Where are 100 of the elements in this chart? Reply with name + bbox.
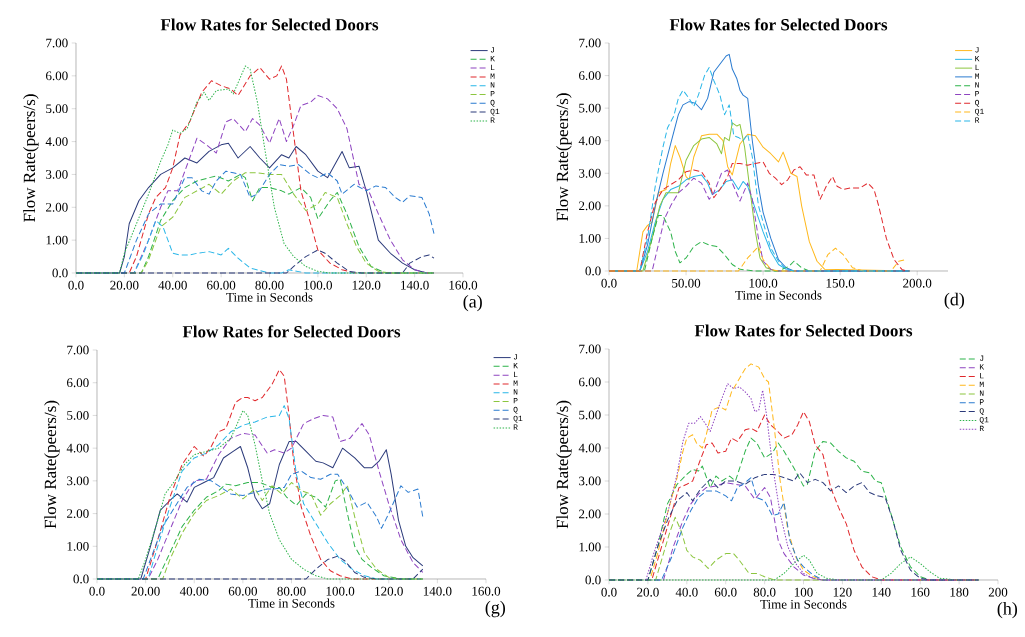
y-tick-label: 2.00 [46, 202, 68, 212]
x-tick-label: 120.0 [352, 280, 381, 290]
x-tick-label: 40.00 [158, 280, 187, 290]
legend-label: Q1 [979, 416, 989, 424]
y-tick-label: 0.0 [585, 266, 601, 276]
chart-title: Flow Rates for Selected Doors [160, 18, 379, 31]
x-tick-label: 150.0 [826, 278, 855, 288]
x-tick-label: 100.0 [304, 280, 333, 290]
legend-label: K [975, 55, 980, 62]
y-tick-label: 0.0 [52, 268, 68, 278]
x-tick-label: 80.0 [753, 587, 776, 597]
x-tick-label: 80.00 [255, 280, 284, 290]
legend-label: J [490, 47, 494, 53]
legend-label: L [980, 373, 984, 379]
x-tick-label: 20.0 [637, 587, 659, 597]
y-axis-title: Flow Rate(peers/s) [44, 400, 60, 529]
x-tick-label: 40.00 [179, 586, 209, 596]
y-tick-label: 7.00 [67, 345, 89, 355]
legend-label: R [975, 117, 980, 123]
legend-label: J [975, 47, 979, 53]
legend-label: Q [979, 408, 984, 415]
chart-title: Flow Rates for Selected Doors [182, 325, 401, 338]
y-tick-label: 4.00 [45, 137, 68, 146]
legend-label: M [975, 73, 979, 79]
y-tick-label: 0.0 [73, 574, 89, 584]
y-axis-title: Flow Rate(peers/s) [23, 94, 39, 222]
legend-label: K [979, 364, 985, 370]
legend-label: P [975, 91, 980, 97]
y-tick-label: 2.00 [67, 509, 89, 518]
legend-label: P [490, 91, 495, 97]
x-tick-label: 0.0 [89, 586, 105, 596]
legend-label: P [513, 398, 518, 404]
y-tick-label: 1.00 [579, 234, 601, 243]
y-tick-label: 4.00 [578, 443, 601, 453]
x-tick-label: 140 [872, 587, 891, 597]
legend-label: N [490, 82, 495, 88]
y-tick-label: 1.00 [46, 235, 68, 245]
x-tick-label: 200.0 [903, 278, 932, 288]
text: (g) [485, 600, 506, 618]
text: (d) [944, 292, 965, 310]
y-tick-label: 4.00 [578, 136, 601, 146]
y-tick-label: 5.00 [67, 411, 89, 420]
legend-label: Q1 [975, 108, 984, 116]
x-tick-label: 0.0 [601, 278, 617, 288]
legend-label: R [490, 117, 495, 123]
legend-label: M [979, 381, 984, 388]
x-tick-label: 100.0 [749, 278, 778, 288]
y-axis-title: Flow Rate(peers/s) [556, 400, 572, 529]
x-axis-title: Time in Seconds [760, 599, 847, 609]
x-tick-label: 160.0 [449, 280, 478, 290]
chart-title: Flow Rates for Selected Doors [669, 18, 888, 31]
legend-label: P [979, 399, 984, 405]
y-tick-label: 5.00 [579, 410, 601, 420]
x-tick-label: 160.0 [472, 586, 501, 596]
y-tick-label: 6.00 [579, 377, 601, 387]
legend-label: L [514, 371, 518, 378]
x-tick-label: 200 [988, 587, 1008, 597]
legend-label: Q1 [490, 108, 500, 116]
x-tick-label: 0.0 [601, 587, 617, 597]
x-tick-label: 100 [794, 587, 813, 597]
legend-label: J [980, 355, 984, 361]
legend-label: R [513, 424, 518, 430]
y-tick-label: 6.00 [46, 71, 68, 81]
legend-label: J [513, 354, 518, 360]
x-axis-title: Time in Seconds [226, 292, 313, 302]
x-tick-label: 180 [950, 587, 969, 597]
y-tick-label: 5.00 [46, 104, 68, 114]
legend-label: N [975, 82, 979, 88]
legend-label: K [490, 55, 495, 62]
x-tick-label: 40.0 [675, 587, 698, 597]
x-tick-label: 20.00 [131, 586, 160, 596]
y-tick-label: 4.00 [66, 443, 89, 453]
x-tick-label: 80.00 [277, 586, 306, 596]
x-tick-label: 140.0 [423, 586, 452, 596]
y-tick-label: 0.0 [585, 575, 601, 585]
y-tick-label: 6.00 [67, 378, 89, 388]
legend-label: L [975, 64, 979, 70]
x-tick-label: 140.0 [401, 280, 429, 290]
y-tick-label: 5.00 [579, 103, 601, 113]
y-tick-label: 2.00 [579, 509, 601, 519]
y-tick-label: 7.00 [579, 344, 601, 354]
x-tick-label: 60.0 [714, 587, 737, 597]
y-tick-label: 2.00 [579, 201, 601, 211]
x-tick-label: 120 [833, 587, 852, 597]
legend-label: K [513, 362, 518, 369]
legend-label: M [513, 380, 518, 386]
x-tick-label: 20.00 [110, 280, 139, 290]
x-tick-label: 160 [911, 587, 930, 597]
legend-label: R [979, 425, 984, 432]
y-tick-label: 7.00 [579, 38, 601, 48]
chart-title: Flow Rates for Selected Doors [694, 324, 913, 337]
legend-label: N [513, 389, 518, 395]
legend-label: Q1 [513, 415, 523, 423]
x-tick-label: 120.0 [375, 586, 403, 596]
x-tick-label: 60.00 [228, 586, 258, 596]
y-tick-label: 3.00 [579, 476, 601, 486]
x-tick-label: 100.0 [326, 586, 355, 596]
legend-label: N [979, 390, 984, 396]
legend-label: Q [975, 99, 980, 107]
legend-label: Q [513, 406, 518, 414]
